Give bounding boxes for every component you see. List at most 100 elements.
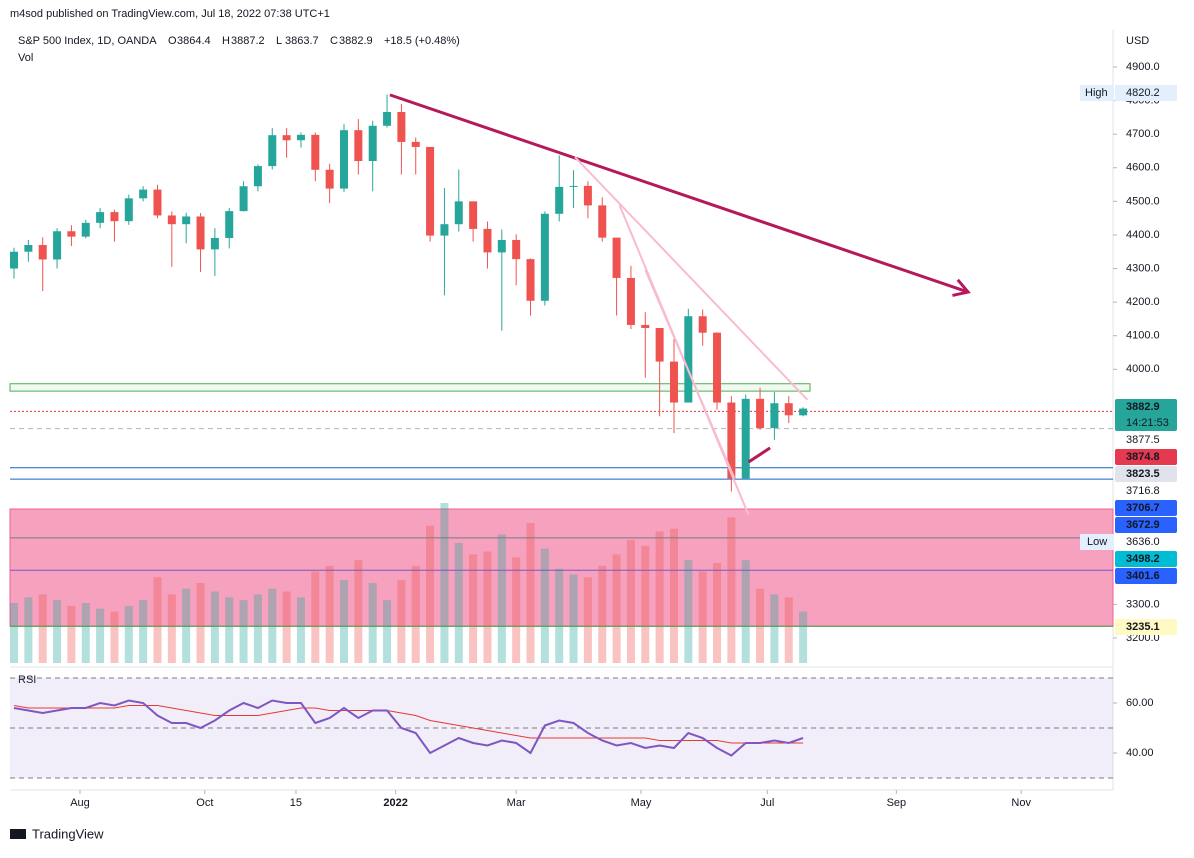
- volume-bar: [440, 503, 449, 663]
- volume-bar: [626, 540, 635, 663]
- ohlc-key: H: [222, 35, 230, 47]
- candle-body: [368, 125, 377, 162]
- rsi-line: [13, 699, 804, 757]
- candle-body: [655, 327, 664, 362]
- logo: [10, 829, 26, 839]
- currency: USD: [1126, 35, 1149, 47]
- high-tag: High: [1085, 87, 1108, 99]
- change: +18.5 (+0.48%): [384, 35, 460, 47]
- candle-body: [526, 259, 535, 301]
- candle-body: [339, 130, 348, 189]
- published-line: m4sod published on TradingView.com, Jul …: [10, 8, 330, 20]
- candle-body: [756, 398, 765, 429]
- countdown: 14:21:53: [1126, 417, 1169, 429]
- x-tick-label: Oct: [196, 797, 213, 809]
- candle-body: [727, 402, 736, 479]
- price-label: 3823.5: [1126, 468, 1160, 480]
- ohlc-value: 3863.7: [285, 35, 319, 47]
- volume-bar: [698, 571, 707, 663]
- candle-body: [497, 239, 506, 253]
- candle-body: [282, 135, 291, 141]
- trend-line: [574, 156, 809, 401]
- price-label-bg: [1115, 432, 1177, 448]
- trend-line: [644, 269, 736, 479]
- candle-body: [799, 408, 808, 416]
- candle-body: [53, 231, 62, 260]
- candle-body: [512, 239, 521, 260]
- volume-bar: [296, 597, 305, 663]
- y-tick-label: 4500.0: [1126, 195, 1160, 207]
- volume-bar: [325, 565, 334, 663]
- candle-body: [555, 186, 564, 214]
- volume-bar: [239, 600, 248, 663]
- x-tick-label: May: [631, 797, 652, 809]
- volume-bar: [497, 534, 506, 663]
- candle-body: [153, 189, 162, 216]
- candle-body: [67, 231, 76, 237]
- volume-bar: [210, 591, 219, 663]
- volume-bar: [612, 554, 621, 663]
- volume-bar: [139, 600, 148, 663]
- price-label: 3874.8: [1126, 451, 1160, 463]
- volume-bar: [512, 557, 521, 663]
- candle-body: [24, 245, 33, 252]
- volume-bar: [770, 594, 779, 663]
- ohlc-value: 3864.4: [177, 35, 211, 47]
- price-label: 3636.0: [1126, 536, 1160, 548]
- candle-body: [641, 324, 650, 328]
- y-tick-label: 4900.0: [1126, 61, 1160, 73]
- volume-bar: [569, 574, 578, 663]
- candle-body: [110, 212, 119, 222]
- volume-bar: [583, 577, 592, 663]
- price-label-bg: [1115, 568, 1177, 584]
- brand: TradingView: [32, 826, 104, 841]
- volume-bar: [684, 560, 693, 663]
- candle-body: [598, 205, 607, 238]
- price-label: 3498.2: [1126, 553, 1160, 565]
- candle-body: [583, 185, 592, 206]
- price-label: 3882.9: [1126, 401, 1160, 413]
- price-label-bg: [1115, 466, 1177, 482]
- high-value-bg: [1115, 85, 1177, 101]
- candle-body: [354, 130, 363, 162]
- candle-body: [612, 237, 621, 278]
- low-tag: Low: [1087, 536, 1107, 548]
- y-tick-label: 4700.0: [1126, 128, 1160, 140]
- x-tick-label: Aug: [70, 797, 90, 809]
- ohlc-key: C: [330, 35, 338, 47]
- volume-bar: [354, 560, 363, 663]
- low-tag-bg: [1080, 534, 1114, 550]
- candle-body: [225, 211, 234, 238]
- volume-bar: [38, 594, 47, 663]
- x-tick-label: Jul: [760, 797, 774, 809]
- price-label: 3716.8: [1126, 485, 1160, 497]
- candle-body: [210, 237, 219, 250]
- volume-bar: [397, 580, 406, 663]
- candle-body: [684, 316, 693, 403]
- y-tick-label: 4400.0: [1126, 229, 1160, 241]
- volume-bar: [713, 563, 722, 663]
- x-tick-label: 2022: [383, 797, 407, 809]
- volume-bar: [24, 597, 33, 663]
- volume-bar: [641, 545, 650, 663]
- candle-body: [38, 245, 47, 260]
- volume-legend: Vol: [18, 52, 33, 64]
- price-label-bg: [1115, 517, 1177, 533]
- candle-body: [253, 166, 262, 187]
- candle-body: [713, 332, 722, 403]
- candle-body: [397, 112, 406, 142]
- candle-body: [770, 403, 779, 429]
- candle-body: [440, 224, 449, 236]
- volume-bar: [339, 580, 348, 663]
- price-label-bg: [1115, 551, 1177, 567]
- high-value: 4820.2: [1126, 87, 1160, 99]
- candle-body: [741, 398, 750, 479]
- price-label-bg: [1115, 534, 1177, 550]
- ohlc-key: O: [168, 35, 177, 47]
- volume-bar: [655, 531, 664, 663]
- ohlc-value: 3882.9: [339, 35, 373, 47]
- volume-bar: [110, 611, 119, 663]
- candle-body: [139, 189, 148, 199]
- price-label: 3235.1: [1126, 621, 1160, 633]
